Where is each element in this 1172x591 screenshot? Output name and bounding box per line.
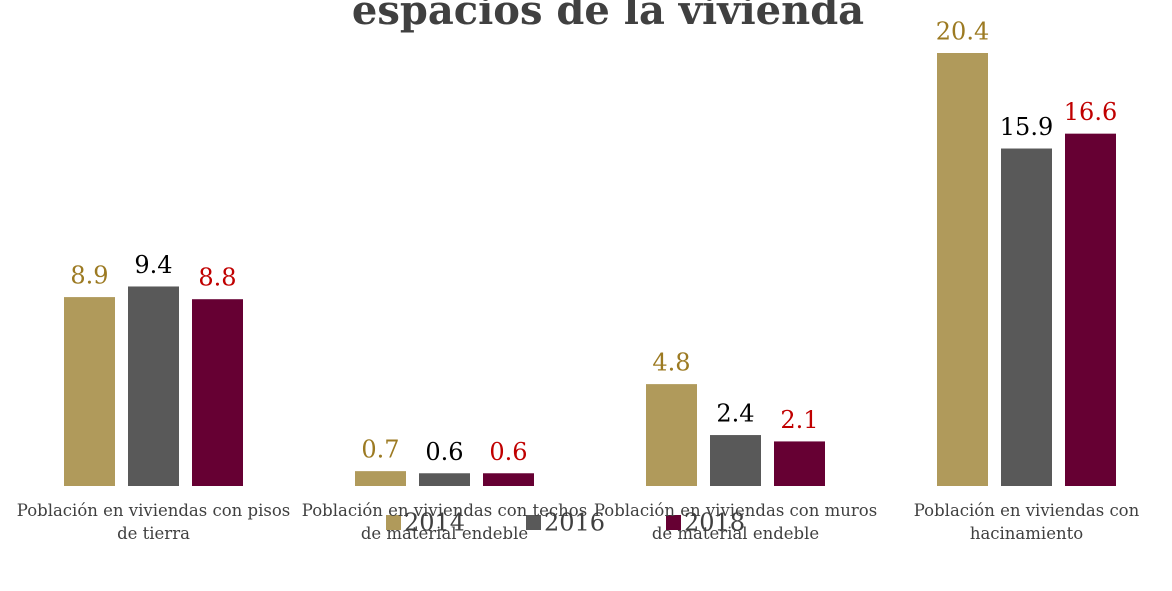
x-tick-label: Población en viviendas con muros de mate… — [593, 501, 878, 543]
bar — [355, 471, 406, 486]
bar — [128, 286, 179, 486]
bar — [937, 53, 988, 486]
bar — [192, 299, 243, 486]
bar — [646, 384, 697, 486]
bar — [774, 441, 825, 486]
data-label: 8.8 — [198, 264, 236, 292]
chart-title: espacios de la vivienda — [352, 0, 864, 34]
bar — [419, 473, 470, 486]
legend-label: 2018 — [684, 509, 745, 537]
data-label: 0.7 — [361, 436, 399, 464]
legend-label: 2016 — [544, 509, 605, 537]
data-label: 20.4 — [936, 18, 989, 46]
data-label: 2.4 — [716, 400, 754, 428]
legend-swatch — [526, 515, 541, 530]
data-label: 9.4 — [134, 251, 172, 279]
legend-label: 2014 — [404, 509, 465, 537]
x-tick-label: Población en viviendas con pisos de tier… — [16, 501, 291, 543]
legend-swatch — [386, 515, 401, 530]
bar — [483, 473, 534, 486]
data-label: 0.6 — [489, 438, 527, 466]
bar — [64, 297, 115, 486]
x-tick-label: Población en viviendas con techos de mat… — [301, 501, 588, 543]
data-label: 16.6 — [1064, 98, 1117, 126]
x-tick-label: Población en viviendas con hacinamiento — [913, 501, 1140, 543]
data-label: 8.9 — [70, 262, 108, 290]
bar — [1001, 148, 1052, 486]
legend-swatch — [666, 515, 681, 530]
bar — [1065, 133, 1116, 486]
data-label: 4.8 — [652, 349, 690, 377]
data-label: 15.9 — [1000, 113, 1053, 141]
bar — [710, 435, 761, 486]
data-label: 0.6 — [425, 438, 463, 466]
data-label: 2.1 — [780, 406, 818, 434]
